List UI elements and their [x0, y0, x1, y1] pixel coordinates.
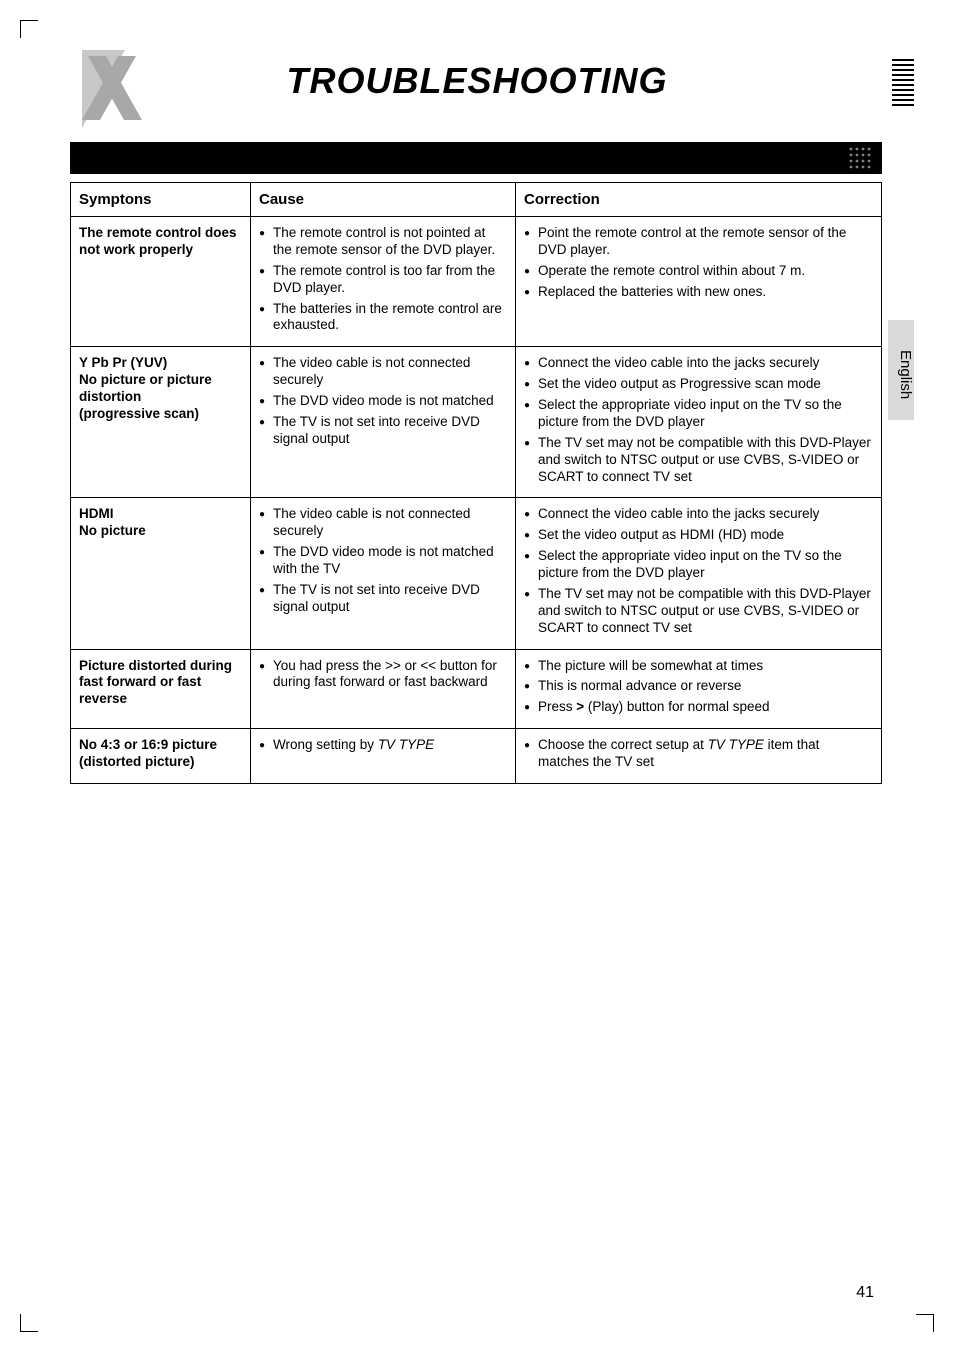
table-row-symptom: The remote control does not work properl…: [71, 217, 251, 347]
table-row-cause: The video cable is not connected securel…: [251, 347, 516, 498]
language-tab: English: [888, 320, 914, 420]
table-row-symptom: HDMINo picture: [71, 498, 251, 649]
col-correction: Correction: [516, 183, 882, 217]
table-row-symptom: Y Pb Pr (YUV)No picture or picture disto…: [71, 347, 251, 498]
col-cause: Cause: [251, 183, 516, 217]
table-row-correction: Connect the video cable into the jacks s…: [516, 498, 882, 649]
header-bar: [70, 142, 882, 174]
page-title: TROUBLESHOOTING: [0, 60, 954, 102]
table-row-correction: Connect the video cable into the jacks s…: [516, 347, 882, 498]
table-row-correction: Choose the correct setup at TV TYPE item…: [516, 729, 882, 784]
table-row-correction: The picture will be somewhat at timesThi…: [516, 649, 882, 729]
table-row-cause: Wrong setting by TV TYPE: [251, 729, 516, 784]
table-row-cause: The remote control is not pointed at the…: [251, 217, 516, 347]
troubleshooting-table: Symptons Cause Correction The remote con…: [70, 182, 882, 784]
table-row-symptom: No 4:3 or 16:9 picture (distorted pictur…: [71, 729, 251, 784]
col-symptons: Symptons: [71, 183, 251, 217]
table-row-cause: The video cable is not connected securel…: [251, 498, 516, 649]
table-row-cause: You had press the >> or << button for du…: [251, 649, 516, 729]
table-row-symptom: Picture distorted during fast forward or…: [71, 649, 251, 729]
dot-grid-icon: [848, 146, 876, 170]
table-row-correction: Point the remote control at the remote s…: [516, 217, 882, 347]
page-number: 41: [856, 1284, 874, 1302]
